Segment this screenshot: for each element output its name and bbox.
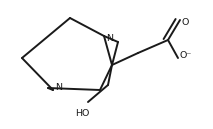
Text: HO: HO [75, 108, 89, 118]
Text: N: N [106, 34, 113, 43]
Text: N: N [55, 83, 62, 92]
Text: O⁻: O⁻ [180, 51, 192, 60]
Text: O: O [182, 18, 189, 27]
